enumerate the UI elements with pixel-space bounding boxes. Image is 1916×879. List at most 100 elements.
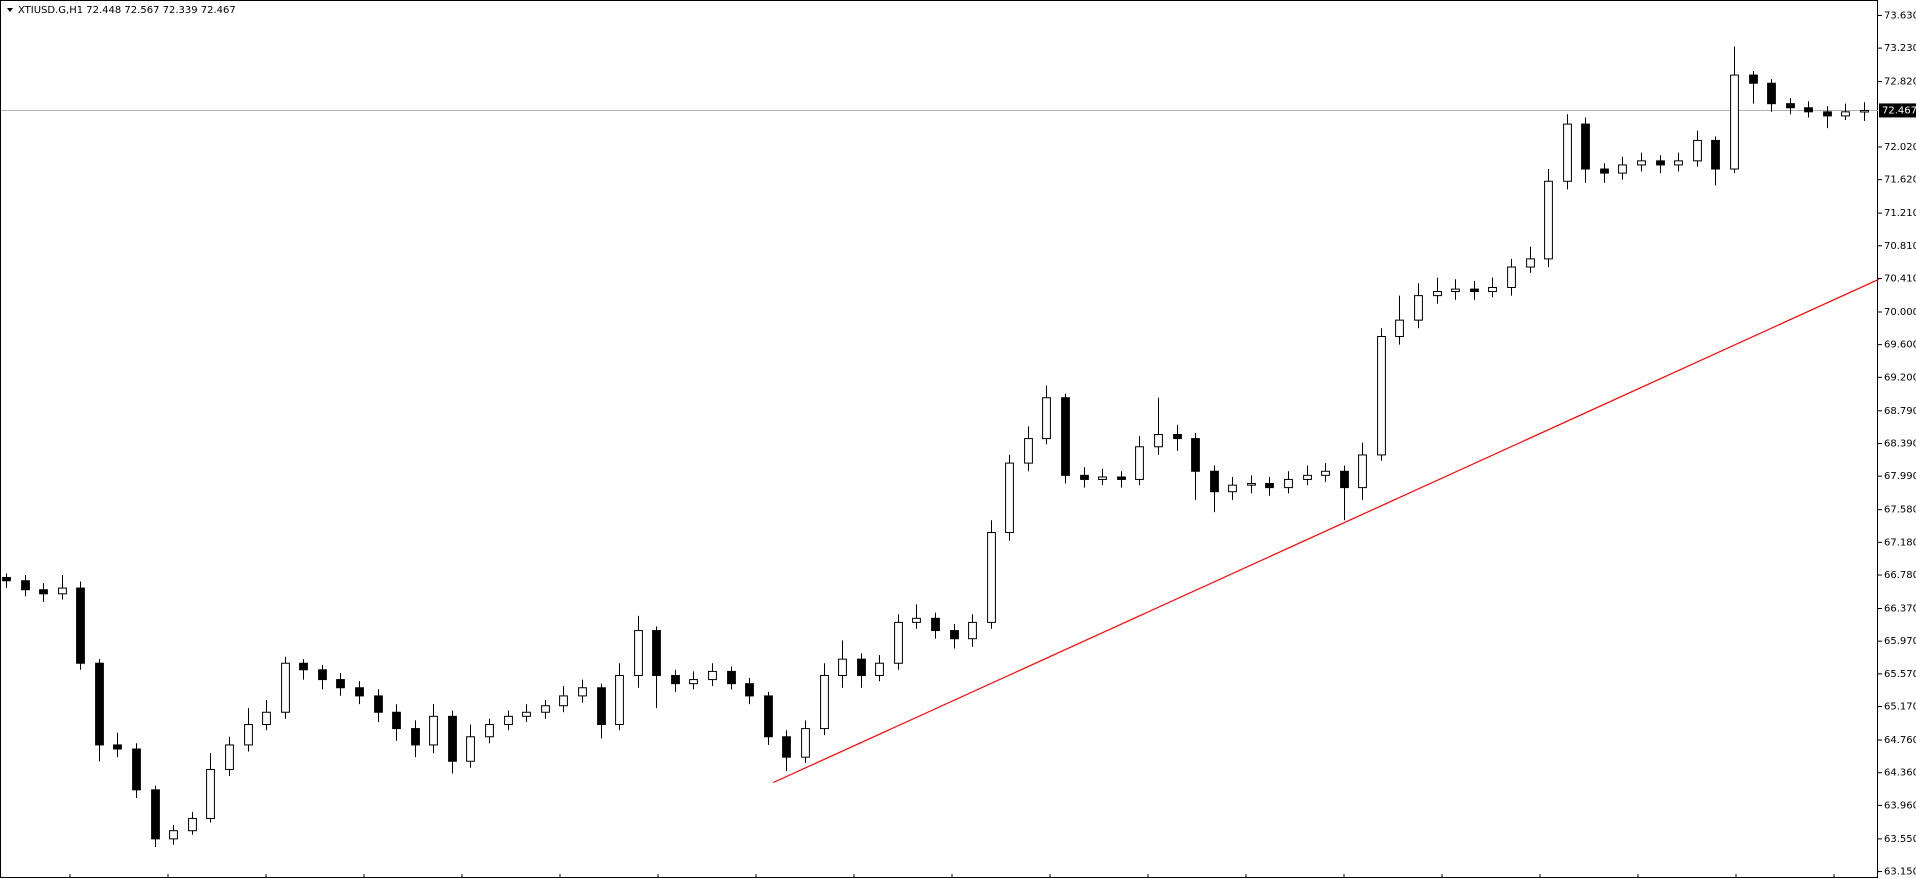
y-tick-label: 65.570: [1884, 669, 1916, 680]
y-tick-label: 68.390: [1884, 438, 1916, 449]
y-tick-label: 67.580: [1884, 505, 1916, 516]
candle-body: [1042, 397, 1051, 440]
y-tick-label: 63.550: [1884, 834, 1916, 845]
menu-arrow[interactable]: [7, 8, 13, 12]
candle-body: [1340, 470, 1349, 489]
candle-body: [95, 662, 104, 746]
candle-body: [782, 736, 791, 758]
y-tick-label: 73.630: [1884, 10, 1916, 21]
candle-body: [857, 658, 866, 676]
candle-body: [21, 580, 30, 591]
price-label-box: [1879, 103, 1916, 118]
y-tick-label: 72.020: [1884, 142, 1916, 153]
y-tick-label: 65.970: [1884, 636, 1916, 647]
candle-body: [1173, 434, 1182, 440]
candle-body: [1488, 286, 1497, 293]
candle-body: [1080, 474, 1089, 480]
candle-body: [318, 669, 327, 681]
y-tick-label: 69.200: [1884, 372, 1916, 383]
candle-body: [299, 662, 308, 671]
candle-body: [1841, 111, 1850, 117]
candle-body: [58, 587, 67, 595]
candle-body: [1433, 291, 1442, 297]
y-tick-label: 64.760: [1884, 735, 1916, 746]
candle-body: [429, 715, 438, 746]
candle-body: [1674, 160, 1683, 166]
candle-body: [894, 621, 903, 664]
candle-body: [1414, 295, 1423, 321]
candle-body: [1526, 258, 1535, 268]
candle-body: [820, 674, 829, 730]
candle-body: [504, 715, 513, 726]
candle-body: [652, 630, 661, 676]
y-tick-label: 69.600: [1884, 340, 1916, 351]
candle-body: [745, 683, 754, 697]
candle-body: [39, 589, 48, 595]
candle-body: [950, 630, 959, 640]
y-tick-label: 67.990: [1884, 471, 1916, 482]
trendline: [773, 278, 1880, 784]
candle-body: [169, 830, 178, 840]
candle-body: [336, 679, 345, 689]
candle-body: [1804, 107, 1813, 113]
y-tick-label: 73.230: [1884, 43, 1916, 54]
candle-body: [1210, 470, 1219, 493]
candle-body: [764, 695, 773, 738]
candle-body: [132, 748, 141, 791]
candle-body: [1823, 111, 1832, 117]
candle-body: [708, 670, 717, 681]
candle-body: [597, 687, 606, 726]
candle-body: [838, 658, 847, 676]
y-tick-label: 66.370: [1884, 604, 1916, 615]
y-tick-label: 67.180: [1884, 537, 1916, 548]
candle-body: [244, 724, 253, 746]
candle-body: [1395, 319, 1404, 337]
candle-body: [1321, 470, 1330, 476]
y-tick-label: 64.360: [1884, 768, 1916, 779]
candle-body: [206, 768, 215, 819]
candle-body: [1507, 266, 1516, 288]
candle-body: [1098, 476, 1107, 480]
candle-body: [1618, 164, 1627, 174]
candle-body: [113, 744, 122, 750]
candle-body: [1265, 483, 1274, 489]
candle-body: [1284, 478, 1293, 489]
candle-body: [1860, 109, 1869, 113]
candle-body: [188, 817, 197, 832]
y-tick-label: 71.620: [1884, 175, 1916, 186]
candle-body: [485, 724, 494, 738]
candle-body: [151, 789, 160, 840]
candle-body: [689, 679, 698, 685]
candle-body: [1600, 168, 1609, 174]
candle-body: [2, 576, 11, 582]
candle-body: [987, 532, 996, 623]
candle-body: [1005, 462, 1014, 534]
candle-body: [1637, 160, 1646, 166]
candle-body: [262, 711, 271, 726]
price-label: 72.467: [1882, 105, 1916, 116]
candle-body: [671, 674, 680, 685]
candle-body: [1767, 82, 1776, 105]
y-tick-label: 71.210: [1884, 208, 1916, 219]
candle-body: [634, 630, 643, 676]
candle-body: [1656, 160, 1665, 166]
candle-body: [559, 695, 568, 707]
candle-body: [1749, 74, 1758, 84]
candle-body: [522, 711, 531, 717]
y-tick-label: 63.960: [1884, 800, 1916, 811]
candle-body: [931, 617, 940, 632]
candle-body: [1358, 454, 1367, 489]
candle-body: [1154, 434, 1163, 448]
candle-body: [1303, 474, 1312, 480]
candle-body: [1377, 335, 1386, 456]
candle-body: [1024, 438, 1033, 464]
y-tick-label: 66.780: [1884, 570, 1916, 581]
candle-body: [225, 744, 234, 770]
candle-body: [76, 587, 85, 664]
candle-body: [727, 670, 736, 685]
candle-body: [411, 728, 420, 746]
candle-body: [912, 617, 921, 623]
candle-body: [1544, 180, 1553, 260]
plot-frame: [0, 0, 1878, 878]
